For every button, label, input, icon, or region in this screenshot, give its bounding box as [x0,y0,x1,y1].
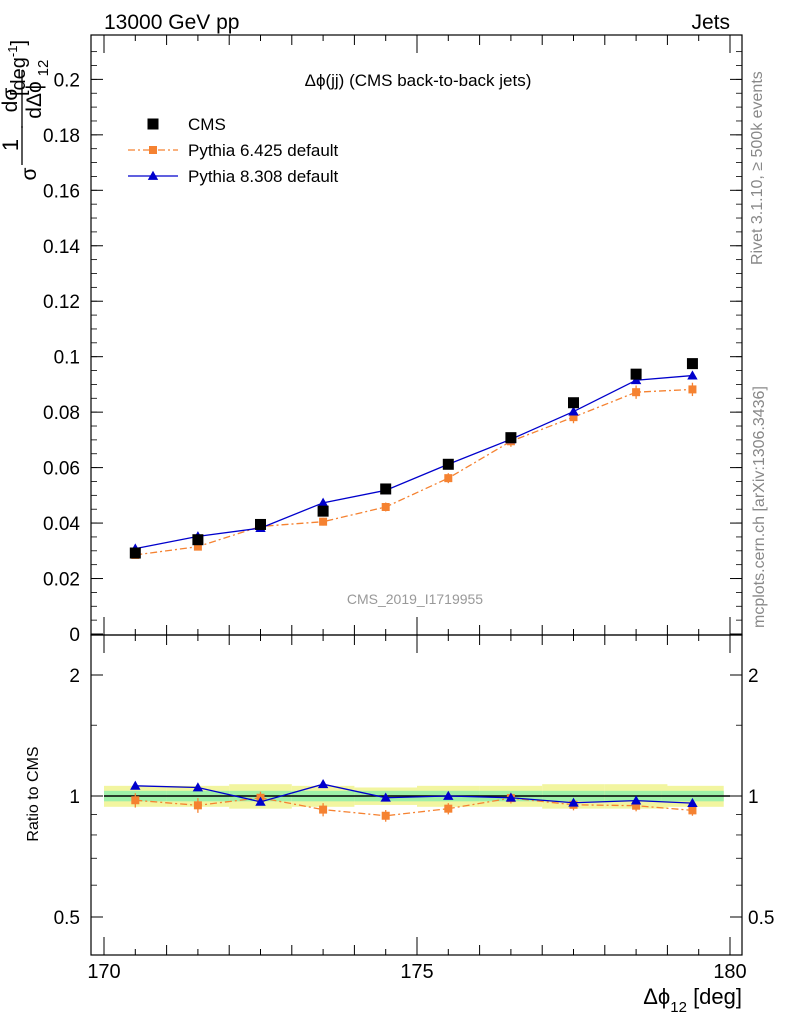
main-y-label: 1 dσ σ dσ dσ dΔϕ 12 [deg [deg-1] [0,40,52,181]
x-tick-label: 175 [400,961,433,983]
main-data-point [686,358,698,370]
y-label-sigma: σ [18,167,41,180]
main-ytick-label: 0.12 [43,292,80,313]
ratio-data-point [130,780,141,790]
ratio-ytick-label-right: 1 [748,787,759,808]
main-data-point [568,397,579,409]
y-label-unit-main: [deg [8,57,30,96]
main-ytick-label: 0.18 [43,126,80,147]
y-label-one: 1 [0,139,23,151]
legend-marker [147,170,159,180]
main-data-point [380,483,392,495]
main-data-point [568,406,579,416]
ratio-data-point [317,778,329,789]
y-label-d-sigma-num: dσ [0,88,22,113]
main-data-point [255,518,266,530]
x-label-sub: 12 [670,999,687,1016]
main-series-line [135,374,693,550]
main-plot: 00.020.040.060.080.10.120.140.160.180.2 … [43,34,743,646]
main-data-point [569,413,578,422]
ratio-data-point [319,805,328,814]
ratio-data-point [381,811,390,820]
main-data-point [319,517,328,526]
main-data-point [687,370,698,380]
main-data-point [129,547,141,559]
legend-label: Pythia 6.425 default [188,141,339,160]
header-left: 13000 GeV pp [104,11,239,34]
header-right: Jets [691,11,730,34]
main-data-point [317,497,329,507]
main-ytick-label: 0.08 [43,403,80,424]
x-axis-label: Δϕ12 [deg] [643,984,742,1016]
main-data-point [192,534,204,546]
main-ytick-label: 0.16 [43,181,80,202]
legend-label: CMS [188,115,226,134]
ratio-data-point [255,796,266,806]
ratio-y-label: Ratio to CMS [25,746,42,841]
ratio-ytick-label-right: 0.5 [748,908,774,929]
main-data-point [632,388,641,397]
main-data-point [193,542,202,551]
ratio-data-point [568,797,579,807]
legend-label: Pythia 8.308 default [188,167,339,186]
main-ytick-label: 0.06 [43,459,80,480]
rivet-label: Rivet 3.1.10, ≥ 500k events [749,71,766,265]
ratio-ytick-label: 0.5 [54,908,80,929]
y-label-unit-close: ] [8,40,30,46]
main-ytick-label: 0.04 [43,514,80,535]
ratio-data-point [380,792,391,802]
ratio-plot: 0.5 0.5 1 1 2 2 170 175 180 Ratio to CMS [25,634,774,983]
main-data-point [442,458,454,470]
y-label-sub: 12 [35,60,52,77]
main-data-point [444,474,453,483]
y-label-unit-text: [deg-1] [5,40,30,96]
main-ytick-label: 0.14 [43,237,80,258]
ratio-data-point [444,804,453,813]
main-ytick-label: 0.02 [43,570,80,591]
main-ytick-label: 0.2 [54,70,80,91]
ratio-data-point [687,797,698,808]
x-tick-label: 170 [87,961,120,983]
x-label-main: Δϕ [643,984,670,1009]
mcplots-label: mcplots.cern.ch [arXiv:1306.3436] [751,386,768,628]
main-ytick-label: 0.1 [54,348,80,369]
main-plot-title: Δϕ(jj) (CMS back-to-back jets) [305,71,532,90]
ratio-data-point [688,806,697,815]
x-label-unit-text: [deg] [693,984,742,1009]
ratio-series-line [135,797,693,817]
ratio-ytick-label: 2 [69,666,80,687]
ratio-ytick-label-right: 2 [748,666,759,687]
ratio-data-point [443,790,454,800]
ratio-data-point [193,801,202,810]
legend: CMS Pythia 6.425 default Pythia 8.308 defa… [128,115,339,186]
legend-marker [149,146,157,154]
main-data-point [688,385,697,394]
ratio-series-line [135,783,693,804]
main-data-point [317,505,329,517]
ratio-data-point [630,795,642,805]
ratio-data-point [632,801,641,810]
ratio-data-point [192,782,204,792]
y-label-d-dphi: dΔϕ [23,81,46,118]
ratio-ytick-label: 1 [69,787,80,808]
y-label-unit-exp: -1 [5,46,20,58]
watermark: CMS_2019_I1719955 [347,591,483,607]
main-data-point [505,432,517,444]
ratio-data-point [505,792,517,802]
main-series-line [135,388,693,556]
main-data-point [630,368,642,380]
x-tick-label: 180 [713,961,746,983]
ratio-data-point [131,796,140,805]
main-ytick-label: 0 [69,625,80,646]
main-data-point [381,502,390,511]
legend-marker [147,118,159,130]
